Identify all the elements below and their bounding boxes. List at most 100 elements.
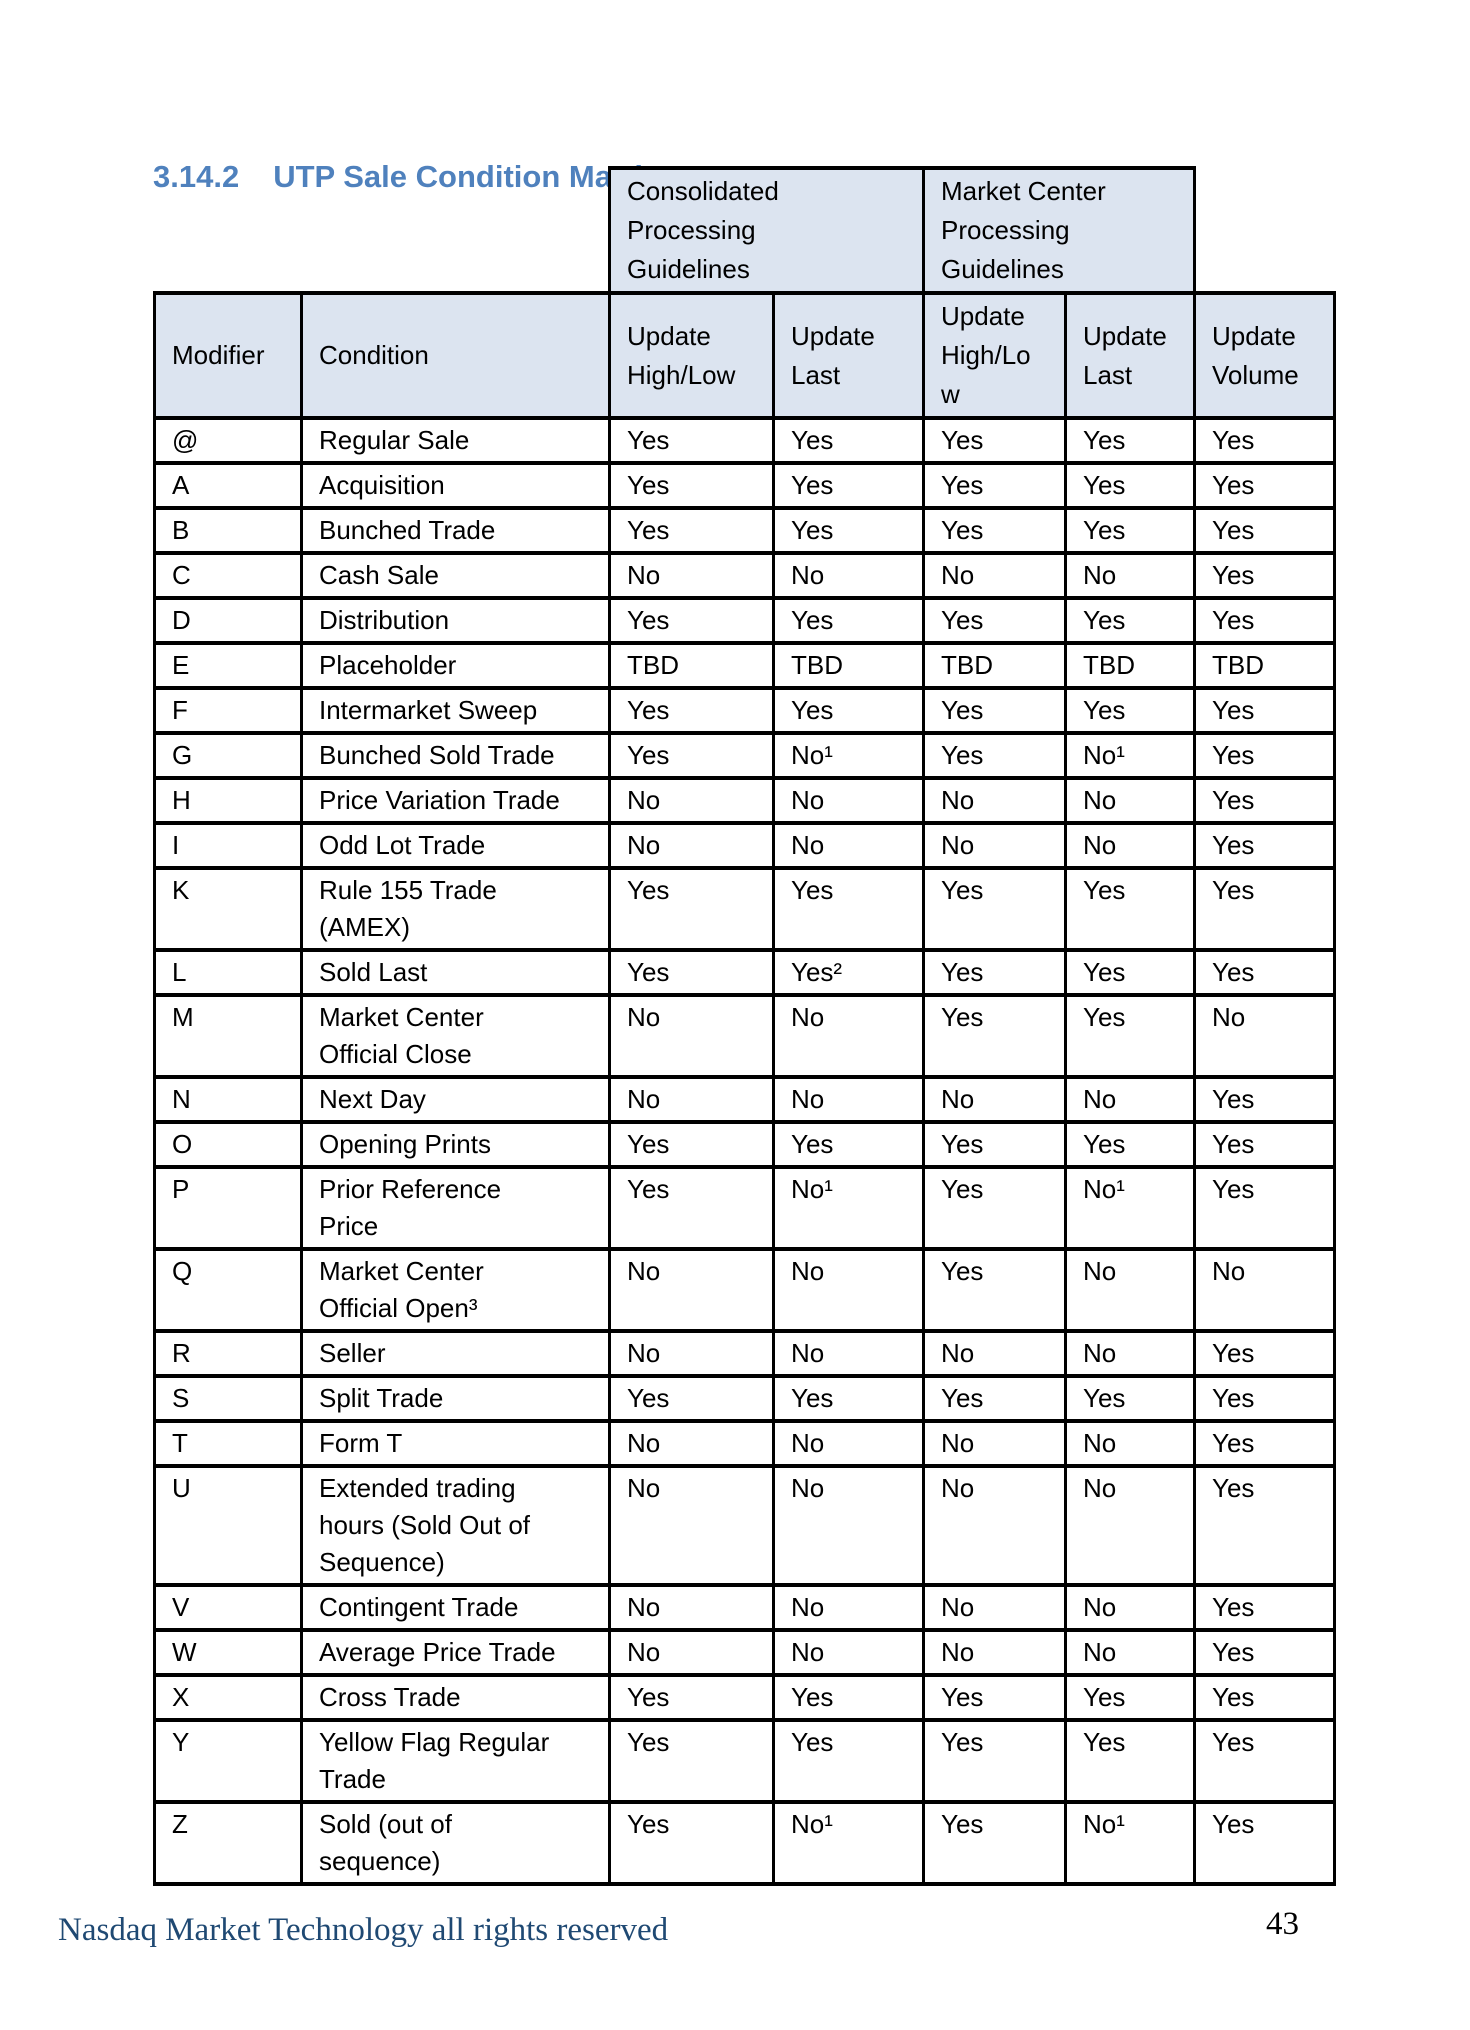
table-row: W Average Price Trade No No No No Yes (153, 1628, 1337, 1677)
table-row: T Form T No No No No Yes (153, 1419, 1337, 1468)
condition-cell: Sold Last (300, 948, 611, 997)
table-row: N Next Day No No No No Yes (153, 1075, 1337, 1124)
cons-update-high-low-cell: No (608, 1075, 775, 1124)
table-row: I Odd Lot Trade No No No No Yes (153, 821, 1337, 870)
modifier-cell: D (153, 596, 303, 645)
mc-update-last-cell: Yes (1063, 416, 1197, 465)
update-volume-cell: Yes (1193, 416, 1337, 465)
mc-update-high-low-cell: No (922, 1464, 1067, 1587)
mc-update-last-cell: No (1063, 1075, 1197, 1124)
group-header-spacer-left (155, 168, 610, 293)
column-header-cons-update-last: Update Last (772, 291, 925, 420)
update-volume-cell: Yes (1193, 1673, 1337, 1722)
mc-update-last-cell: Yes (1063, 506, 1197, 555)
condition-cell: Next Day (300, 1075, 611, 1124)
cons-update-last-cell: Yes (772, 1374, 925, 1423)
condition-cell: Placeholder (300, 641, 611, 690)
cons-update-high-low-cell: Yes (608, 1374, 775, 1423)
cons-update-last-cell: Yes (772, 1718, 925, 1804)
mc-update-high-low-cell: No (922, 1628, 1067, 1677)
cons-update-high-low-cell: No (608, 1583, 775, 1632)
modifier-cell: G (153, 731, 303, 780)
mc-update-high-low-cell: Yes (922, 416, 1067, 465)
cons-update-last-cell: Yes (772, 416, 925, 465)
cons-update-high-low-cell: Yes (608, 1800, 775, 1886)
modifier-cell: B (153, 506, 303, 555)
utp-sale-condition-matrix: Consolidated Processing Guidelines Marke… (153, 166, 1337, 1886)
condition-cell: Split Trade (300, 1374, 611, 1423)
mc-update-high-low-cell: Yes (922, 461, 1067, 510)
column-header-cons-update-high-low: Update High/Low (608, 291, 775, 420)
condition-cell: Form T (300, 1419, 611, 1468)
mc-update-last-cell: Yes (1063, 1673, 1197, 1722)
mc-update-last-cell: No (1063, 1628, 1197, 1677)
cons-update-high-low-cell: TBD (608, 641, 775, 690)
modifier-cell: U (153, 1464, 303, 1587)
cons-update-high-low-cell: Yes (608, 948, 775, 997)
cons-update-last-cell: No¹ (772, 731, 925, 780)
mc-update-last-cell: No (1063, 1464, 1197, 1587)
table-row: X Cross Trade Yes Yes Yes Yes Yes (153, 1673, 1337, 1722)
update-volume-cell: Yes (1193, 1800, 1337, 1886)
modifier-cell: A (153, 461, 303, 510)
matrix-table-wrap: Consolidated Processing Guidelines Marke… (153, 166, 1337, 1886)
condition-cell: Cash Sale (300, 551, 611, 600)
modifier-cell: Q (153, 1247, 303, 1333)
condition-cell: Price Variation Trade (300, 776, 611, 825)
mc-update-last-cell: Yes (1063, 948, 1197, 997)
cons-update-high-low-cell: No (608, 993, 775, 1079)
table-row: A Acquisition Yes Yes Yes Yes Yes (153, 461, 1337, 510)
mc-update-high-low-cell: No (922, 1583, 1067, 1632)
update-volume-cell: Yes (1193, 1120, 1337, 1169)
mc-update-last-cell: No¹ (1063, 1800, 1197, 1886)
cons-update-high-low-cell: Yes (608, 1718, 775, 1804)
table-row: D Distribution Yes Yes Yes Yes Yes (153, 596, 1337, 645)
cons-update-high-low-cell: Yes (608, 1165, 775, 1251)
cons-update-high-low-cell: Yes (608, 596, 775, 645)
modifier-cell: Z (153, 1800, 303, 1886)
condition-cell: Extended trading hours (Sold Out of Sequ… (300, 1464, 611, 1587)
mc-update-last-cell: No (1063, 821, 1197, 870)
condition-cell: Prior Reference Price (300, 1165, 611, 1251)
modifier-cell: W (153, 1628, 303, 1677)
condition-cell: Contingent Trade (300, 1583, 611, 1632)
cons-update-high-low-cell: No (608, 1464, 775, 1587)
mc-update-last-cell: No (1063, 776, 1197, 825)
cons-update-last-cell: No (772, 1464, 925, 1587)
cons-update-last-cell: Yes (772, 461, 925, 510)
cons-update-last-cell: No¹ (772, 1800, 925, 1886)
mc-update-high-low-cell: No (922, 776, 1067, 825)
mc-update-last-cell: No (1063, 1329, 1197, 1378)
update-volume-cell: Yes (1193, 461, 1337, 510)
cons-update-last-cell: No (772, 1075, 925, 1124)
update-volume-cell: No (1193, 993, 1337, 1079)
cons-update-last-cell: No¹ (772, 1165, 925, 1251)
cons-update-last-cell: Yes (772, 686, 925, 735)
cons-update-high-low-cell: No (608, 1628, 775, 1677)
table-row: Y Yellow Flag Regular Trade Yes Yes Yes … (153, 1718, 1337, 1804)
column-header-row: Modifier Condition Update High/Low Updat… (153, 291, 1337, 420)
condition-cell: Cross Trade (300, 1673, 611, 1722)
cons-update-high-low-cell: No (608, 776, 775, 825)
mc-update-high-low-cell: Yes (922, 1165, 1067, 1251)
mc-update-last-cell: Yes (1063, 866, 1197, 952)
update-volume-cell: Yes (1193, 506, 1337, 555)
cons-update-high-low-cell: Yes (608, 866, 775, 952)
table-row: Z Sold (out of sequence) Yes No¹ Yes No¹… (153, 1800, 1337, 1886)
table-row: C Cash Sale No No No No Yes (153, 551, 1337, 600)
condition-cell: Bunched Sold Trade (300, 731, 611, 780)
cons-update-last-cell: Yes (772, 596, 925, 645)
modifier-cell: @ (153, 416, 303, 465)
mc-update-high-low-cell: No (922, 1419, 1067, 1468)
cons-update-last-cell: Yes (772, 506, 925, 555)
modifier-cell: T (153, 1419, 303, 1468)
cons-update-last-cell: No (772, 1247, 925, 1333)
modifier-cell: V (153, 1583, 303, 1632)
table-row: O Opening Prints Yes Yes Yes Yes Yes (153, 1120, 1337, 1169)
column-header-mc-update-high-low: Update High/Lo w (922, 291, 1067, 420)
update-volume-cell: Yes (1193, 596, 1337, 645)
modifier-cell: N (153, 1075, 303, 1124)
cons-update-last-cell: Yes (772, 866, 925, 952)
table-row: @ Regular Sale Yes Yes Yes Yes Yes (153, 416, 1337, 465)
